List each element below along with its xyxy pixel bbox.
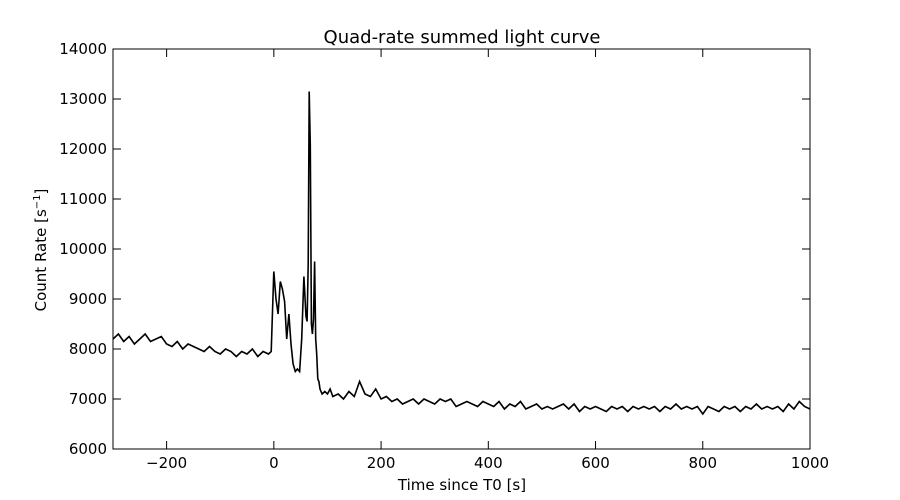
y-tick-label: 9000	[69, 290, 107, 308]
chart-title: Quad-rate summed light curve	[324, 27, 601, 48]
x-tick-label: 1000	[791, 454, 829, 472]
y-tick-label: 8000	[69, 340, 107, 358]
y-tick-labels: 6000 7000 8000 9000 10000 11000 12000 13000 1400…	[59, 40, 107, 458]
light-curve-line	[113, 91, 810, 416]
x-tick-labels: −200 0 200 400 600 800 1000	[146, 454, 829, 472]
x-axis-label: Time since T0 [s]	[397, 476, 526, 494]
y-tick-label: 10000	[59, 240, 107, 258]
y-tick-label: 14000	[59, 40, 107, 58]
y-tick-label: 11000	[59, 190, 107, 208]
x-tick-label: 200	[367, 454, 396, 472]
x-tick-label: 400	[474, 454, 503, 472]
y-tick-label: 6000	[69, 440, 107, 458]
y-tick-label: 13000	[59, 90, 107, 108]
y-tick-label: 12000	[59, 140, 107, 158]
x-tick-label: 0	[269, 454, 279, 472]
x-tick-label: −200	[146, 454, 187, 472]
plot-frame	[112, 48, 811, 450]
axis-ticks	[113, 48, 811, 450]
y-axis-label-text: Count Rate [s	[32, 209, 50, 311]
y-axis-label-exponent: −1	[32, 194, 43, 209]
y-axis-label-close: ]	[32, 189, 50, 195]
y-tick-label: 7000	[69, 390, 107, 408]
x-tick-label: 800	[688, 454, 717, 472]
y-axis-label: Count Rate [s−1]	[32, 189, 50, 312]
x-tick-label: 600	[581, 454, 610, 472]
